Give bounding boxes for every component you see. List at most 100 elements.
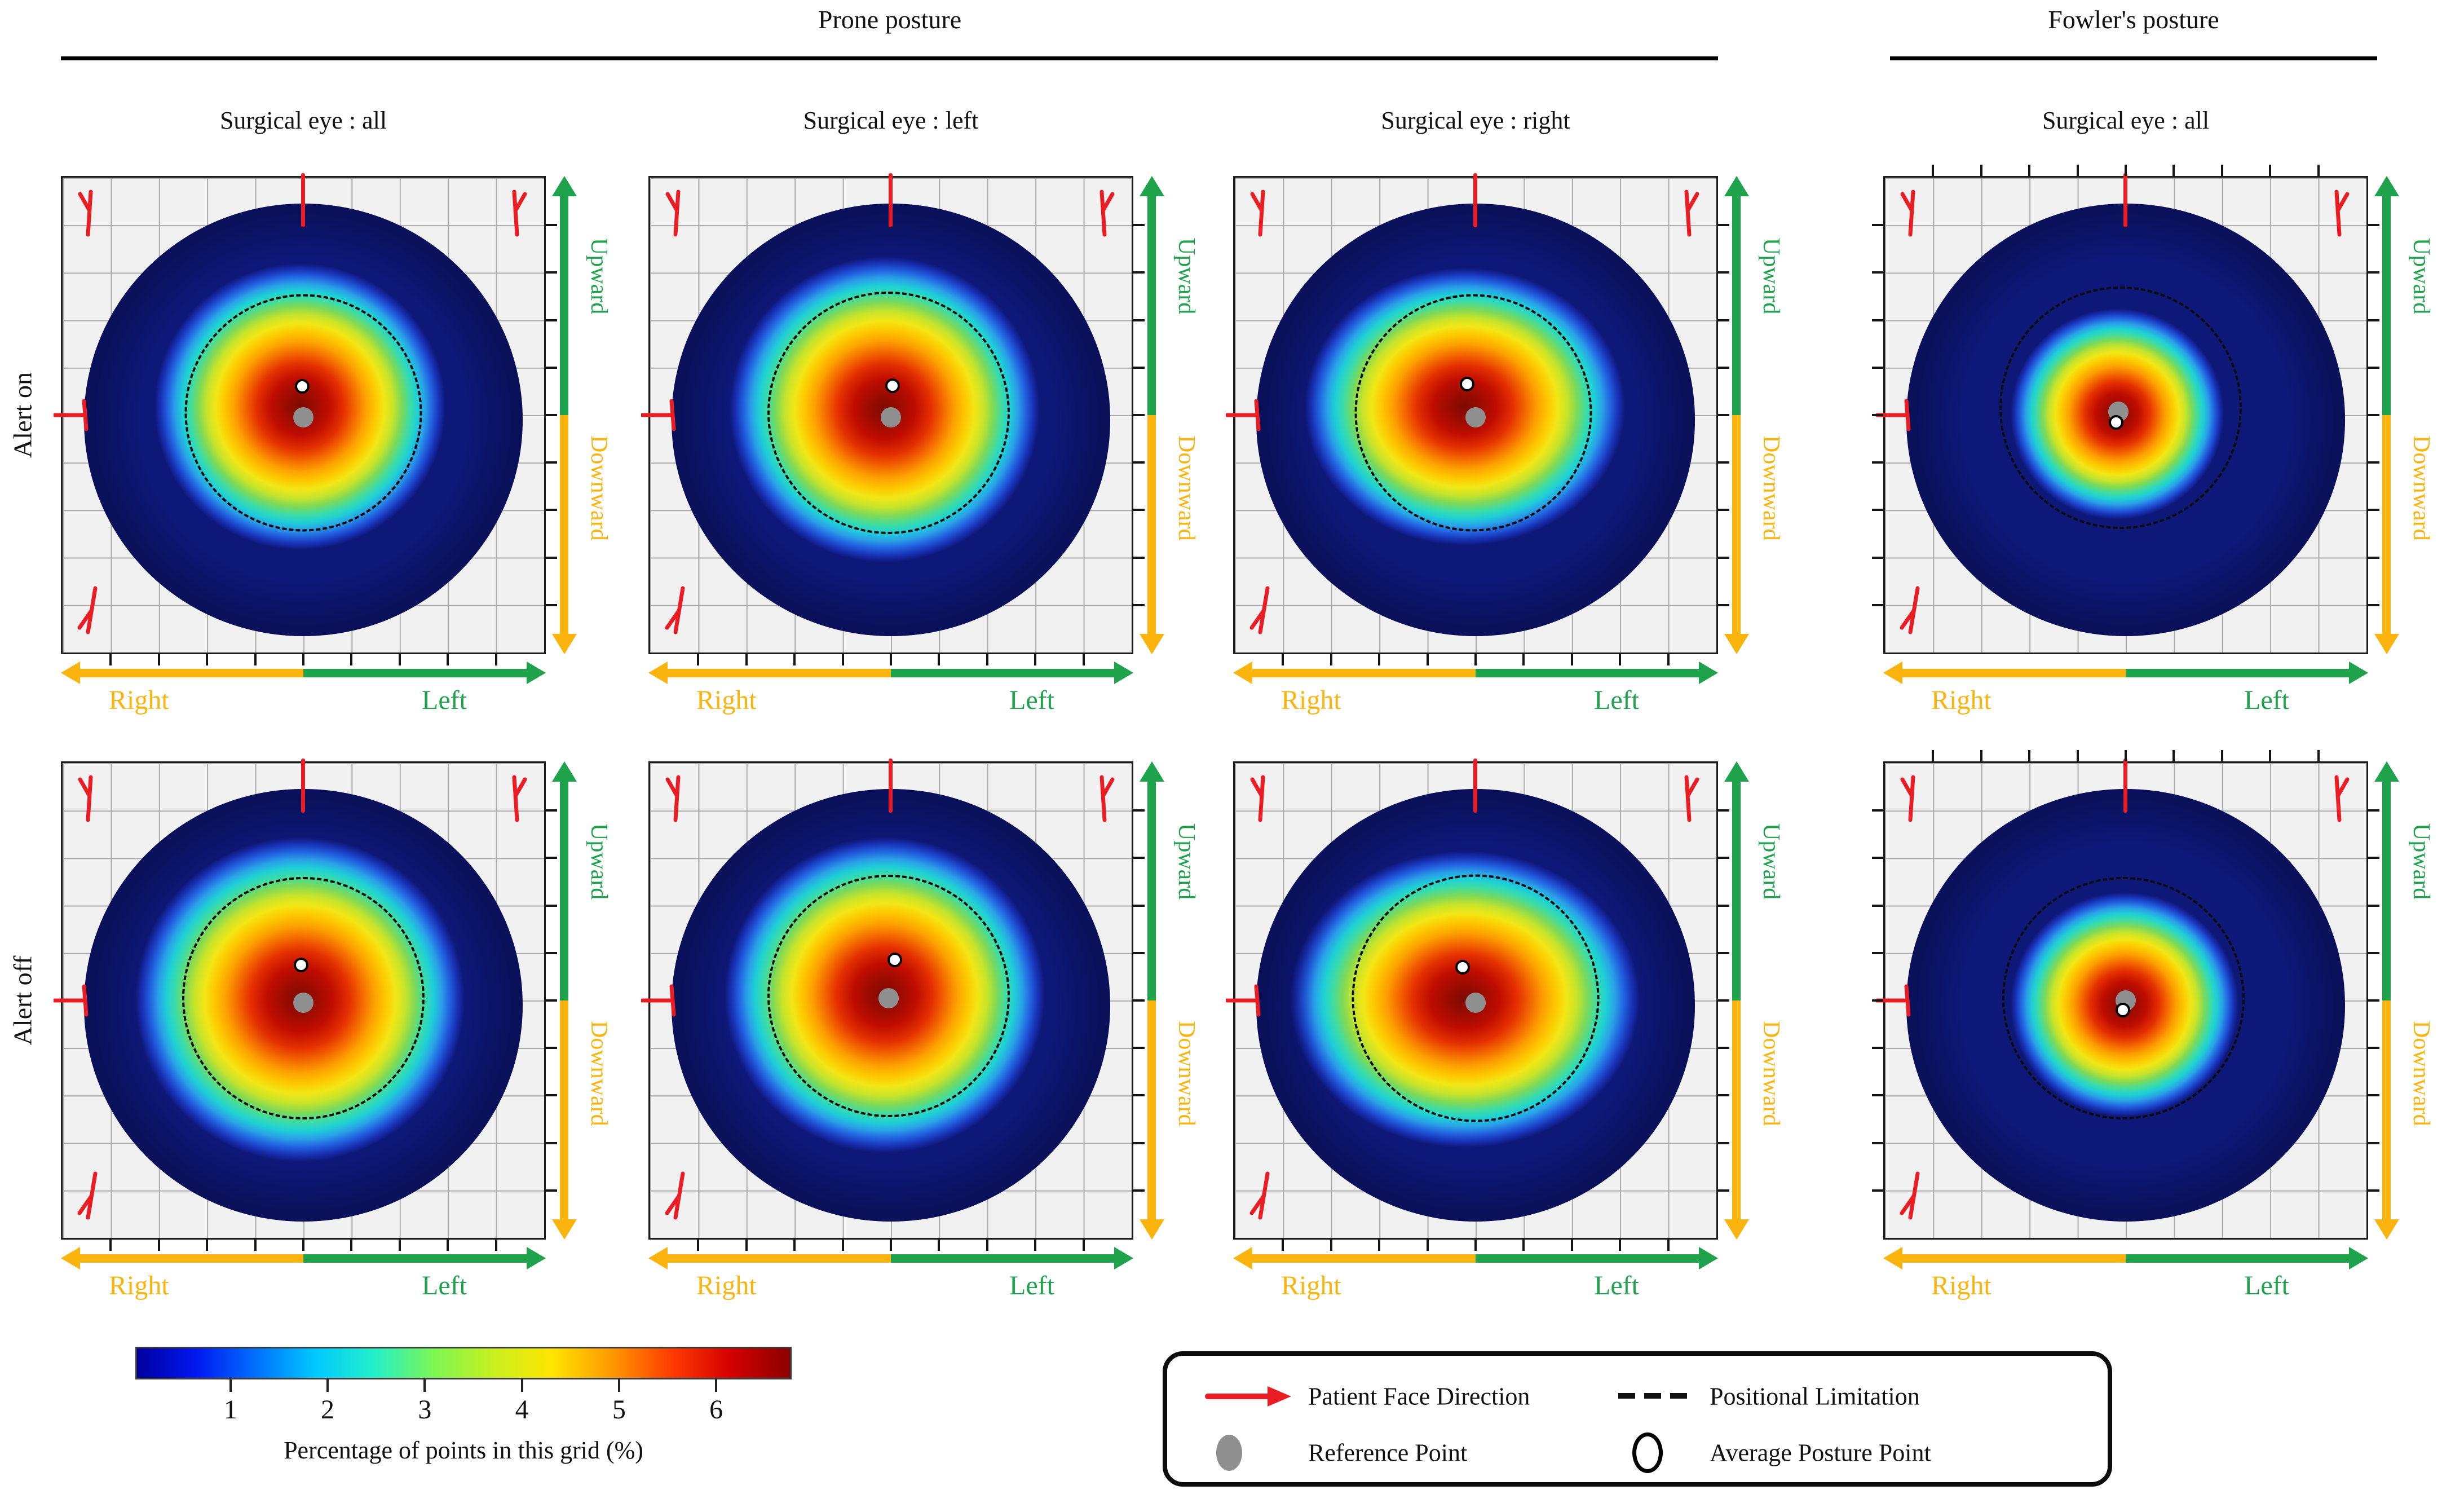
face-direction-top-left-icon — [78, 189, 93, 237]
upward-axis-label: Upward — [1173, 823, 1199, 900]
y-axis-tick — [546, 951, 557, 954]
x-axis-tick — [697, 654, 700, 665]
reference-point-marker — [1465, 407, 1486, 428]
downward-arrowhead-icon — [1140, 634, 1164, 654]
x-axis-tick — [1282, 1240, 1284, 1251]
y-axis-tick — [1872, 1141, 1883, 1144]
face-direction-top-center-icon — [1473, 173, 1477, 227]
y-axis-tick — [1133, 224, 1145, 227]
x-axis-tick — [1034, 1240, 1037, 1251]
x-axis-tick — [398, 654, 401, 665]
x-axis-tick — [2076, 750, 2079, 761]
face-direction-top-left-icon — [1250, 189, 1265, 237]
left-axis-label: Left — [422, 685, 467, 715]
downward-axis-label: Downward — [1173, 435, 1199, 541]
vertical-direction-arrow — [1139, 761, 1165, 1240]
y-axis-tick — [2368, 461, 2379, 464]
face-direction-top-center-icon — [889, 759, 893, 813]
y-axis-tick — [1133, 1094, 1145, 1097]
face-direction-left-middle-icon — [1226, 984, 1261, 1017]
y-axis-tick — [1133, 951, 1145, 954]
column-title-2: Surgical eye : left — [803, 107, 979, 134]
row-label-alert-on: Alert on — [8, 372, 37, 459]
right-axis-label: Right — [1931, 685, 1991, 715]
x-axis-tick — [2269, 165, 2272, 176]
right-axis-label: Right — [1281, 685, 1341, 715]
group-underline-prone — [61, 56, 1718, 60]
y-axis-tick — [546, 414, 557, 416]
x-axis-tick — [2172, 165, 2175, 176]
x-axis-tick — [1932, 750, 1935, 761]
x-axis-tick — [447, 1240, 449, 1251]
face-direction-top-left-icon — [1900, 775, 1915, 822]
face-direction-left-middle-icon — [1226, 399, 1261, 431]
y-axis-tick — [546, 999, 557, 1002]
colorbar-tick — [229, 1379, 232, 1392]
reference-point-marker — [1465, 993, 1486, 1013]
y-axis-tick — [2368, 271, 2379, 274]
positional-limitation-circle — [1354, 294, 1592, 532]
positional-limitation-circle — [182, 876, 425, 1119]
positional-limitation-circle — [2002, 876, 2245, 1119]
left-arrowhead-icon — [527, 662, 546, 684]
face-direction-top-center-icon — [301, 759, 305, 813]
downward-arrowhead-icon — [552, 634, 577, 654]
x-axis-tick — [938, 654, 940, 665]
y-axis-tick — [1718, 414, 1729, 416]
colorbar-tick-label: 4 — [515, 1395, 529, 1425]
panel-prone-right-alert-off: Upward Downward Right Left — [1226, 759, 1784, 1301]
panel-prone-left-alert-on: Upward Downward Right Left — [641, 173, 1199, 715]
face-direction-top-center-icon — [889, 173, 893, 227]
y-axis-tick — [1872, 1094, 1883, 1097]
right-axis-label: Right — [1931, 1271, 1991, 1301]
y-axis-tick — [1718, 461, 1729, 464]
face-direction-top-center-icon — [2123, 759, 2127, 813]
face-direction-top-left-icon — [78, 775, 93, 822]
y-axis-tick — [546, 1141, 557, 1144]
column-title-3: Surgical eye : right — [1381, 107, 1570, 134]
right-arrow-shaft — [1899, 1254, 2126, 1263]
face-direction-top-right-icon — [512, 189, 527, 237]
left-arrow-shaft — [891, 1254, 1118, 1263]
average-posture-point-marker — [1455, 960, 1470, 975]
x-axis-tick — [2028, 165, 2031, 176]
y-axis-tick — [546, 1094, 557, 1097]
left-arrowhead-icon — [1114, 662, 1133, 684]
group-underline-fowler — [1890, 56, 2377, 60]
column-title-1: Surgical eye : all — [219, 107, 387, 134]
face-direction-top-center-icon — [2123, 173, 2127, 227]
average-posture-point-marker — [2108, 415, 2123, 430]
x-axis-tick — [109, 654, 112, 665]
left-arrowhead-icon — [1699, 662, 1718, 684]
face-direction-bottom-left-icon — [1249, 586, 1270, 634]
average-posture-point-marker — [2115, 1002, 2130, 1017]
y-axis-tick — [1872, 951, 1883, 954]
face-direction-left-middle-icon — [54, 984, 89, 1017]
panel-prone-right-alert-on: Upward Downward Right Left — [1226, 173, 1784, 715]
x-axis-tick — [1330, 1240, 1332, 1251]
face-direction-top-right-icon — [1684, 775, 1699, 822]
y-axis-tick — [546, 271, 557, 274]
face-direction-bottom-left-icon — [1900, 1171, 1920, 1220]
y-axis-tick — [2368, 509, 2379, 512]
x-axis-tick — [697, 1240, 700, 1251]
x-axis-tick — [157, 1240, 160, 1251]
x-axis-tick — [109, 1240, 112, 1251]
positional-limitation-circle — [767, 874, 1010, 1117]
upward-arrow-shaft — [560, 778, 568, 1000]
downward-arrowhead-icon — [2374, 634, 2399, 654]
upward-arrow-shaft — [1732, 193, 1741, 415]
x-axis-tick — [494, 654, 497, 665]
y-axis-tick — [1133, 271, 1145, 274]
colorbar-tick — [520, 1379, 523, 1392]
colorbar-gradient-bar — [135, 1347, 792, 1379]
downward-arrowhead-icon — [2374, 1219, 2399, 1240]
horizontal-direction-arrow — [61, 1246, 546, 1270]
x-axis-tick — [447, 654, 449, 665]
x-axis-tick — [2076, 165, 2079, 176]
left-axis-label: Left — [1009, 1271, 1054, 1301]
x-axis-tick — [841, 654, 844, 665]
y-axis-tick — [1718, 556, 1729, 559]
y-axis-tick — [1133, 1047, 1145, 1050]
x-axis-tick — [2028, 750, 2031, 761]
